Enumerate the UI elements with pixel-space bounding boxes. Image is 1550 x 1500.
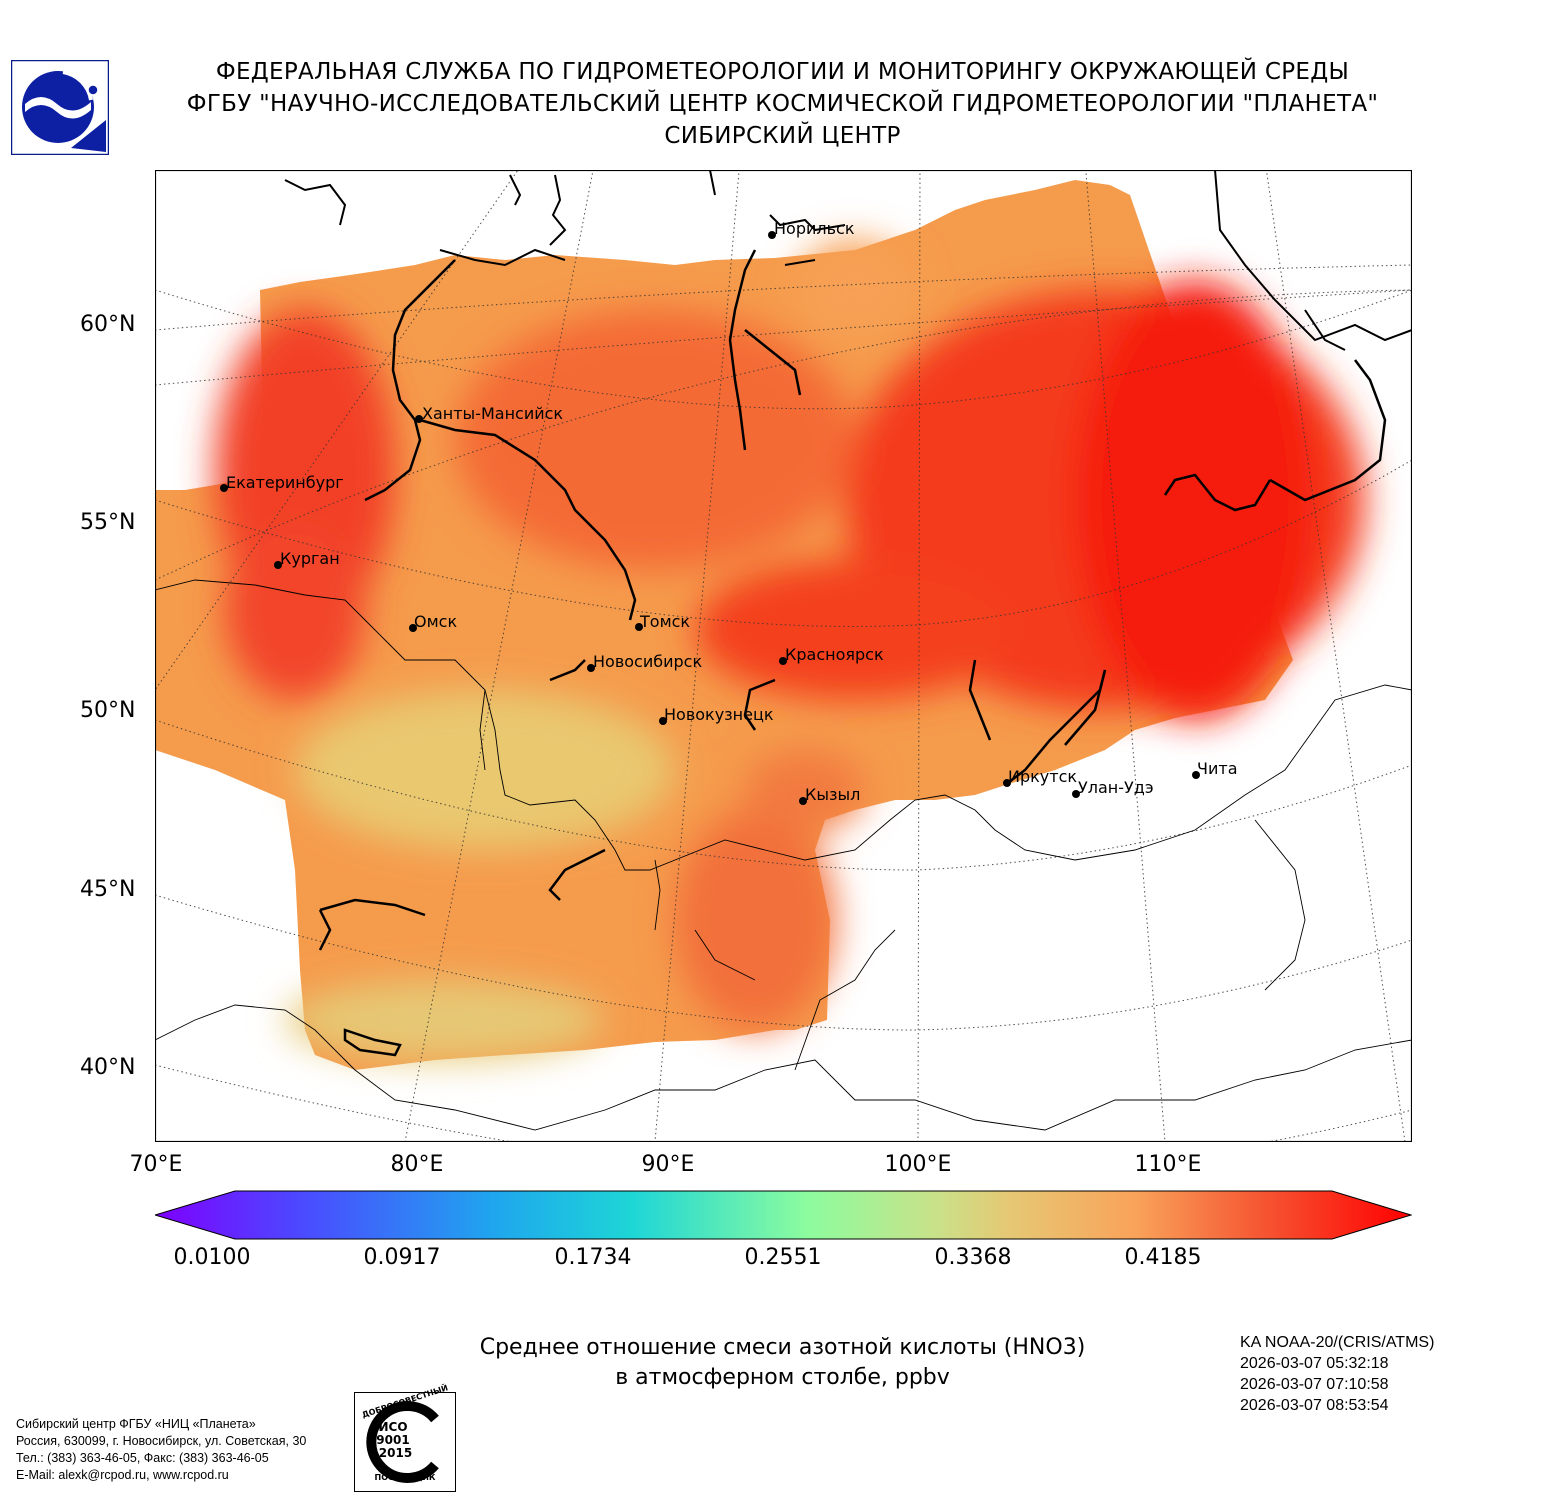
city-marker-omsk [409,624,417,632]
footer-address: Россия, 630099, г. Новосибирск, ул. Сове… [16,1434,307,1448]
city-label-ekaterinburg: Екатеринбург [226,473,344,492]
hno3-map [154,169,1413,1143]
lat-label-40: 40°N [80,1055,136,1080]
city-marker-kyzyl [799,797,807,805]
city-label-novokuznetsk: Новокузнецк [664,705,774,724]
city-label-krasnoyarsk: Красноярск [785,645,884,664]
borders [155,579,1412,1131]
colorbar [153,1190,1413,1240]
city-marker-chita [1192,771,1200,779]
product-title-line-1: Среднее отношение смеси азотной кислоты … [479,1335,1086,1360]
iso-badge-9001: 9001 [376,1433,410,1447]
city-label-chita: Чита [1197,759,1238,778]
hno3-data-field [155,180,1365,1070]
satellite-pass-2: 2026-03-07 07:10:58 [1240,1376,1389,1393]
footer-phone: Тел.: (383) 363-46-05, Факс: (383) 363-4… [16,1451,269,1465]
lat-label-50: 50°N [80,698,136,723]
header-line-3: СИБИРСКИЙ ЦЕНТР [664,123,901,149]
coastlines-rivers [284,170,1412,351]
city-marker-norilsk [768,231,776,239]
header-line-1: ФЕДЕРАЛЬНАЯ СЛУЖБА ПО ГИДРОМЕТЕОРОЛОГИИ … [215,59,1350,85]
city-marker-irkutsk [1003,779,1011,787]
iso-badge-bottom-text: ПОСТАВЩИК [374,1473,436,1482]
city-marker-khanty-mansiysk [415,415,423,423]
city-label-kyzyl: Кызыл [805,785,861,804]
lon-label-100: 100°E [884,1152,952,1177]
colorbar-tick-0: 0.0100 [173,1245,251,1270]
lon-label-70: 70°E [129,1152,183,1177]
lat-label-45: 45°N [80,877,136,902]
iso-badge-2015: -2015 [373,1446,413,1460]
lon-label-110: 110°E [1134,1152,1202,1177]
city-label-novosibirsk: Новосибирск [593,652,703,671]
footer-email: E-Mail: alexk@rcpod.ru, www.rcpod.ru [16,1468,229,1482]
lon-label-80: 80°E [390,1152,444,1177]
city-label-irkutsk: Иркутск [1008,767,1078,786]
city-marker-kurgan [274,561,282,569]
city-label-kurgan: Курган [280,549,340,568]
city-marker-ekaterinburg [220,484,228,492]
city-label-khanty-mansiysk: Ханты-Мансийск [422,404,564,423]
satellite-name: KA NOAA-20/(CRIS/ATMS) [1240,1334,1435,1351]
iso-badge-iso: ИСО [378,1420,408,1434]
product-title-line-2: в атмосферном столбе, ppbv [615,1365,950,1390]
city-label-ulan-ude: Улан-Удэ [1078,778,1154,797]
graticule [155,170,1412,1142]
lon-label-90: 90°E [641,1152,695,1177]
city-marker-tomsk [635,623,643,631]
lat-label-60: 60°N [80,312,136,337]
rivers [318,249,1387,1057]
city-marker-novosibirsk [587,664,595,672]
city-marker-novokuznetsk [659,717,667,725]
iso-9001-badge: ДОБРОСОВЕСТНЫЙ ИСО 9001 -2015 ПОСТАВЩИК [354,1383,456,1492]
colorbar-tick-1: 0.0917 [363,1245,441,1270]
colorbar-tick-4: 0.3368 [934,1245,1012,1270]
header-line-2: ФГБУ "НАУЧНО-ИССЛЕДОВАТЕЛЬСКИЙ ЦЕНТР КОС… [186,91,1379,117]
satellite-pass-3: 2026-03-07 08:53:54 [1240,1397,1389,1414]
city-marker-krasnoyarsk [779,657,787,665]
city-marker-ulan-ude [1072,790,1080,798]
roshydromet-logo [10,59,110,156]
lat-label-55: 55°N [80,510,136,535]
city-label-tomsk: Томск [640,612,691,631]
city-label-norilsk: Норильск [774,219,855,238]
footer-org: Сибирский центр ФГБУ «НИЦ «Планета» [16,1417,256,1431]
city-label-omsk: Омск [414,612,458,631]
colorbar-tick-5: 0.4185 [1124,1245,1202,1270]
colorbar-tick-3: 0.2551 [744,1245,822,1270]
colorbar-tick-2: 0.1734 [554,1245,632,1270]
satellite-pass-1: 2026-03-07 05:32:18 [1240,1355,1389,1372]
